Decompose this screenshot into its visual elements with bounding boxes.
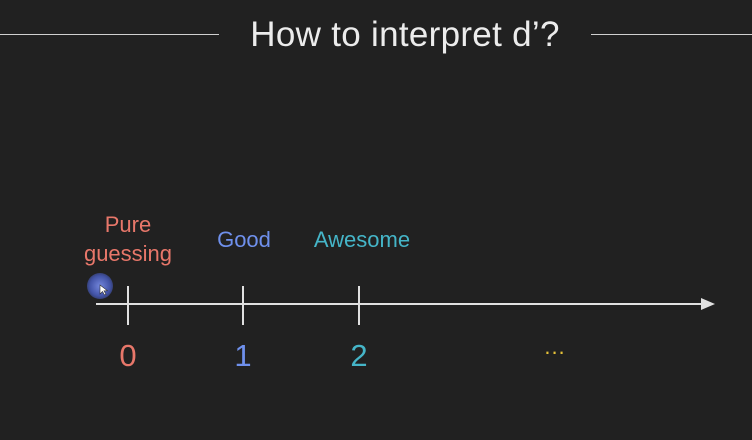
label-good: Good bbox=[217, 227, 271, 252]
continuation-ellipsis: ... bbox=[544, 334, 566, 359]
mouse-pointer-icon bbox=[99, 284, 109, 296]
axis-arrowhead bbox=[701, 298, 715, 310]
label-pure-line1: Pure bbox=[104, 212, 152, 237]
label-awesome: Awesome bbox=[313, 227, 411, 252]
tick-label-2: 2 bbox=[350, 338, 368, 373]
title-rule-right bbox=[591, 34, 752, 35]
title-rule-left bbox=[0, 34, 219, 35]
label-pure-guessing: Pure guessing bbox=[68, 210, 188, 268]
slide-title: How to interpret d’? bbox=[250, 15, 560, 54]
tick-label-0: 0 bbox=[119, 338, 137, 373]
tick-label-1: 1 bbox=[234, 338, 252, 373]
label-pure-line2: guessing bbox=[83, 241, 173, 266]
